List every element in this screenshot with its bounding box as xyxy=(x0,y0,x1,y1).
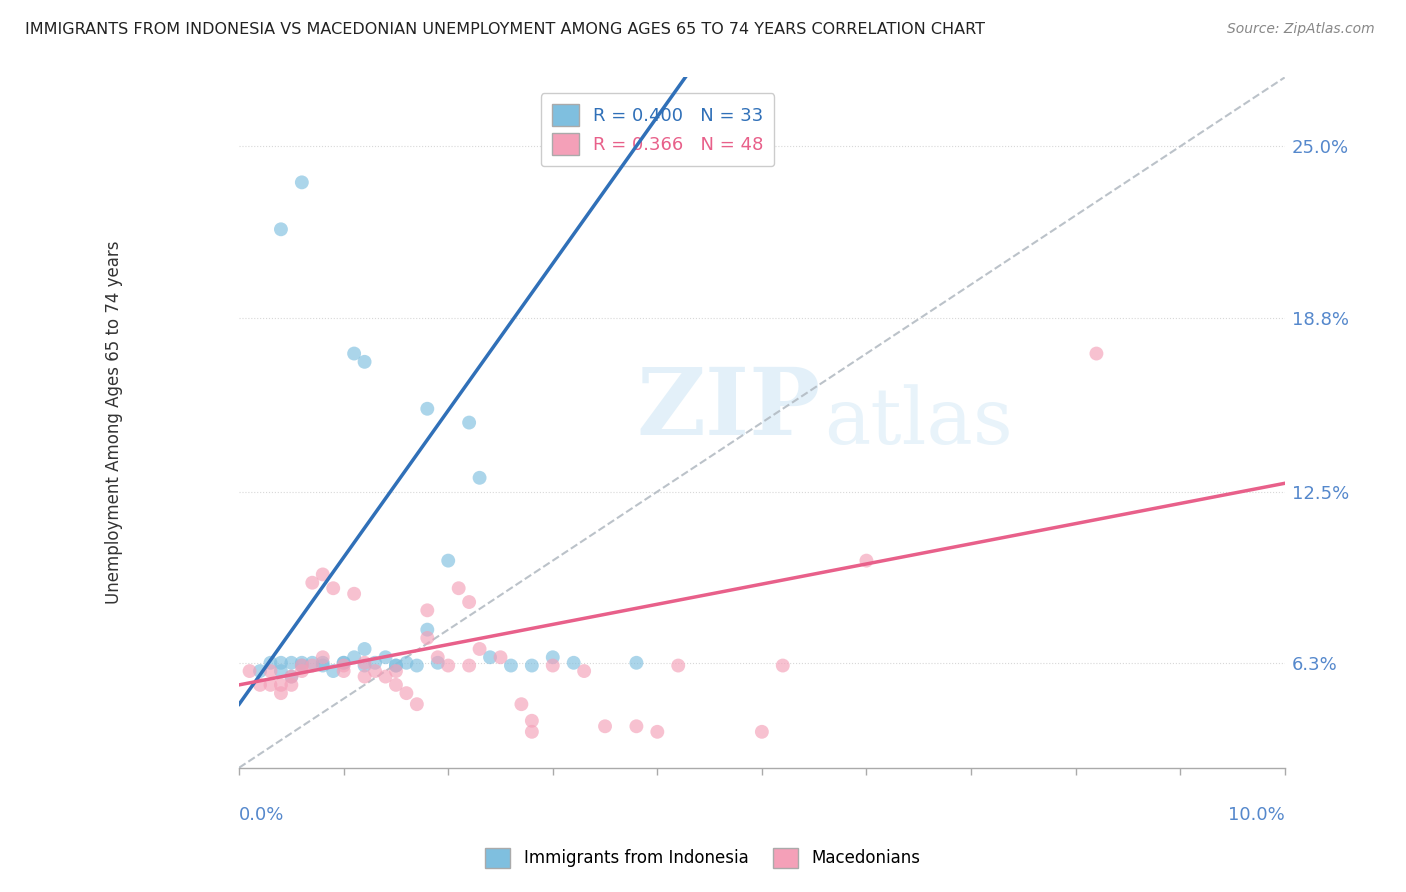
Point xyxy=(385,664,408,678)
Point xyxy=(322,581,344,595)
Point xyxy=(385,658,408,673)
Point xyxy=(270,678,292,692)
Point xyxy=(312,656,335,670)
Point xyxy=(353,642,375,657)
Point xyxy=(395,656,418,670)
Point xyxy=(280,670,302,684)
Point xyxy=(312,567,335,582)
Text: Unemployment Among Ages 65 to 74 years: Unemployment Among Ages 65 to 74 years xyxy=(104,241,122,604)
Point xyxy=(259,664,281,678)
Point xyxy=(343,346,366,360)
Point xyxy=(353,355,375,369)
Point xyxy=(270,656,292,670)
Point xyxy=(426,656,449,670)
Point xyxy=(426,650,449,665)
Point xyxy=(751,724,773,739)
Point xyxy=(405,658,427,673)
Point xyxy=(416,603,439,617)
Point xyxy=(291,658,314,673)
Point xyxy=(855,554,877,568)
Point xyxy=(541,658,564,673)
Point xyxy=(416,623,439,637)
Point xyxy=(249,678,271,692)
Point xyxy=(364,664,387,678)
Point xyxy=(416,631,439,645)
Point xyxy=(666,658,689,673)
Point xyxy=(458,658,481,673)
Legend: R = 0.400   N = 33, R = 0.366   N = 48: R = 0.400 N = 33, R = 0.366 N = 48 xyxy=(541,94,775,166)
Point xyxy=(239,664,262,678)
Point xyxy=(332,656,354,670)
Point xyxy=(626,719,648,733)
Point xyxy=(489,650,512,665)
Point xyxy=(395,686,418,700)
Point xyxy=(332,658,354,673)
Point xyxy=(374,650,396,665)
Point xyxy=(332,664,354,678)
Point xyxy=(291,658,314,673)
Point xyxy=(479,650,502,665)
Legend: Immigrants from Indonesia, Macedonians: Immigrants from Indonesia, Macedonians xyxy=(478,841,928,875)
Point xyxy=(593,719,616,733)
Point xyxy=(562,656,585,670)
Point xyxy=(312,650,335,665)
Point xyxy=(291,664,314,678)
Point xyxy=(364,656,387,670)
Point xyxy=(280,656,302,670)
Point xyxy=(291,175,314,189)
Point xyxy=(270,664,292,678)
Text: atlas: atlas xyxy=(824,384,1014,460)
Point xyxy=(437,554,460,568)
Point xyxy=(270,222,292,236)
Text: 10.0%: 10.0% xyxy=(1227,805,1285,823)
Point xyxy=(416,401,439,416)
Point xyxy=(374,670,396,684)
Point xyxy=(353,658,375,673)
Point xyxy=(353,656,375,670)
Point xyxy=(280,678,302,692)
Point xyxy=(322,664,344,678)
Point xyxy=(647,724,669,739)
Point xyxy=(772,658,794,673)
Text: ZIP: ZIP xyxy=(637,364,821,454)
Point xyxy=(626,656,648,670)
Point xyxy=(510,697,533,711)
Point xyxy=(572,664,595,678)
Point xyxy=(1085,346,1108,360)
Point xyxy=(499,658,522,673)
Point xyxy=(468,471,491,485)
Point xyxy=(520,714,543,728)
Point xyxy=(385,658,408,673)
Text: Source: ZipAtlas.com: Source: ZipAtlas.com xyxy=(1227,22,1375,37)
Point xyxy=(343,587,366,601)
Point xyxy=(301,658,323,673)
Point xyxy=(437,658,460,673)
Point xyxy=(259,678,281,692)
Point xyxy=(301,656,323,670)
Point xyxy=(447,581,470,595)
Point xyxy=(520,658,543,673)
Point xyxy=(468,642,491,657)
Point xyxy=(353,670,375,684)
Point xyxy=(405,697,427,711)
Point xyxy=(259,656,281,670)
Point xyxy=(385,678,408,692)
Point xyxy=(301,575,323,590)
Point xyxy=(458,416,481,430)
Point xyxy=(270,686,292,700)
Point xyxy=(332,656,354,670)
Point xyxy=(541,650,564,665)
Point xyxy=(249,664,271,678)
Point xyxy=(280,670,302,684)
Point xyxy=(312,658,335,673)
Point xyxy=(520,724,543,739)
Point xyxy=(458,595,481,609)
Point xyxy=(343,650,366,665)
Point xyxy=(291,656,314,670)
Text: IMMIGRANTS FROM INDONESIA VS MACEDONIAN UNEMPLOYMENT AMONG AGES 65 TO 74 YEARS C: IMMIGRANTS FROM INDONESIA VS MACEDONIAN … xyxy=(25,22,986,37)
Text: 0.0%: 0.0% xyxy=(239,805,284,823)
